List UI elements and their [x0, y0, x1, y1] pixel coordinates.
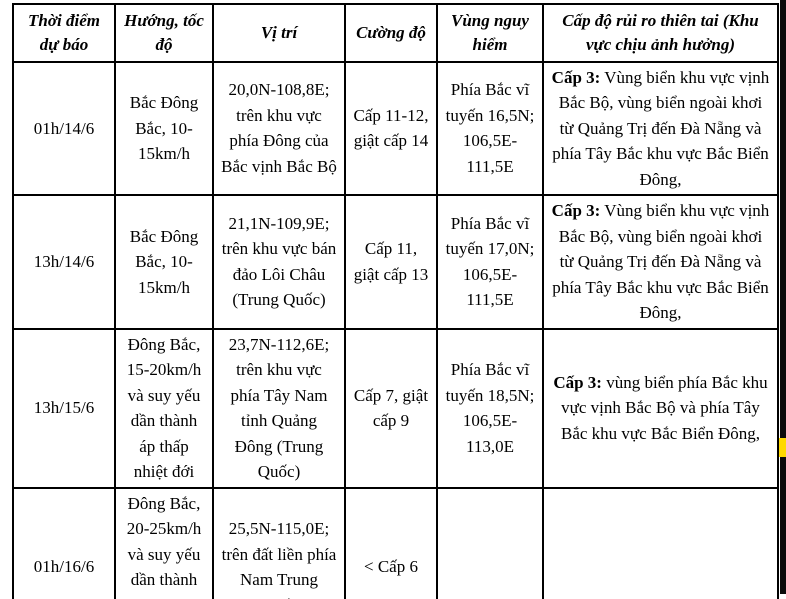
forecast-time-cell: 13h/14/6	[12, 194, 116, 330]
table-row: 13h/15/6 Đông Bắc, 15-20km/h và suy yếu …	[12, 327, 779, 489]
header-intensity: Cường độ	[344, 3, 438, 63]
header-danger-zone: Vùng nguy hiểm	[436, 3, 544, 63]
direction-speed-cell: Bắc Đông Bắc, 10-15km/h	[114, 60, 214, 197]
highlight-marker	[779, 438, 786, 457]
position-cell: 25,5N-115,0E; trên đất liền phía Nam Tru…	[212, 486, 346, 599]
header-forecast-time: Thời điểm dự báo	[12, 3, 116, 63]
risk-area-text: Vùng biển khu vực vịnh Bắc Bộ, vùng biển…	[552, 67, 770, 189]
risk-area-text: vùng biển phía Bắc khu vực vịnh Bắc Bộ v…	[560, 372, 768, 443]
risk-cell: Cấp 3: vùng biển phía Bắc khu vực vịnh B…	[542, 327, 779, 489]
risk-cell	[542, 486, 779, 599]
table-row: 01h/16/6 Đông Bắc, 20-25km/h và suy yếu …	[12, 486, 779, 599]
risk-level-label: Cấp 3:	[551, 67, 601, 87]
table-header-row: Thời điểm dự báo Hướng, tốc độ Vị trí Cư…	[12, 3, 779, 63]
direction-speed-cell: Bắc Đông Bắc, 10-15km/h	[114, 194, 214, 330]
table-row: 01h/14/6 Bắc Đông Bắc, 10-15km/h 20,0N-1…	[12, 60, 779, 197]
window-edge-strip	[779, 0, 786, 594]
intensity-cell: < Cấp 6	[344, 486, 438, 599]
intensity-cell: Cấp 7, giật cấp 9	[344, 327, 438, 489]
danger-zone-cell: Phía Bắc vĩ tuyến 18,5N; 106,5E-113,0E	[436, 327, 544, 489]
position-cell: 21,1N-109,9E; trên khu vực bán đảo Lôi C…	[212, 194, 346, 330]
risk-level-label: Cấp 3:	[553, 372, 602, 392]
direction-speed-cell: Đông Bắc, 20-25km/h và suy yếu dần thành…	[114, 486, 214, 599]
risk-level-label: Cấp 3:	[551, 201, 601, 221]
header-direction-speed: Hướng, tốc độ	[114, 3, 214, 63]
position-cell: 20,0N-108,8E; trên khu vực phía Đông của…	[212, 60, 346, 197]
risk-area-text: Vùng biển khu vực vịnh Bắc Bộ, vùng biển…	[552, 201, 770, 323]
forecast-table: Thời điểm dự báo Hướng, tốc độ Vị trí Cư…	[12, 3, 779, 599]
intensity-cell: Cấp 11, giật cấp 13	[344, 194, 438, 330]
table-row: 13h/14/6 Bắc Đông Bắc, 10-15km/h 21,1N-1…	[12, 194, 779, 330]
forecast-time-cell: 01h/16/6	[12, 486, 116, 599]
header-position: Vị trí	[212, 3, 346, 63]
intensity-cell: Cấp 11-12, giật cấp 14	[344, 60, 438, 197]
position-cell: 23,7N-112,6E; trên khu vực phía Tây Nam …	[212, 327, 346, 489]
risk-cell: Cấp 3: Vùng biển khu vực vịnh Bắc Bộ, vù…	[542, 194, 779, 330]
danger-zone-cell	[436, 486, 544, 599]
danger-zone-cell: Phía Bắc vĩ tuyến 16,5N; 106,5E-111,5E	[436, 60, 544, 197]
forecast-time-cell: 01h/14/6	[12, 60, 116, 197]
danger-zone-cell: Phía Bắc vĩ tuyến 17,0N; 106,5E-111,5E	[436, 194, 544, 330]
risk-cell: Cấp 3: Vùng biển khu vực vịnh Bắc Bộ, vù…	[542, 60, 779, 197]
header-risk-level: Cấp độ rủi ro thiên tai (Khu vực chịu ản…	[542, 3, 779, 63]
forecast-time-cell: 13h/15/6	[12, 327, 116, 489]
direction-speed-cell: Đông Bắc, 15-20km/h và suy yếu dần thành…	[114, 327, 214, 489]
